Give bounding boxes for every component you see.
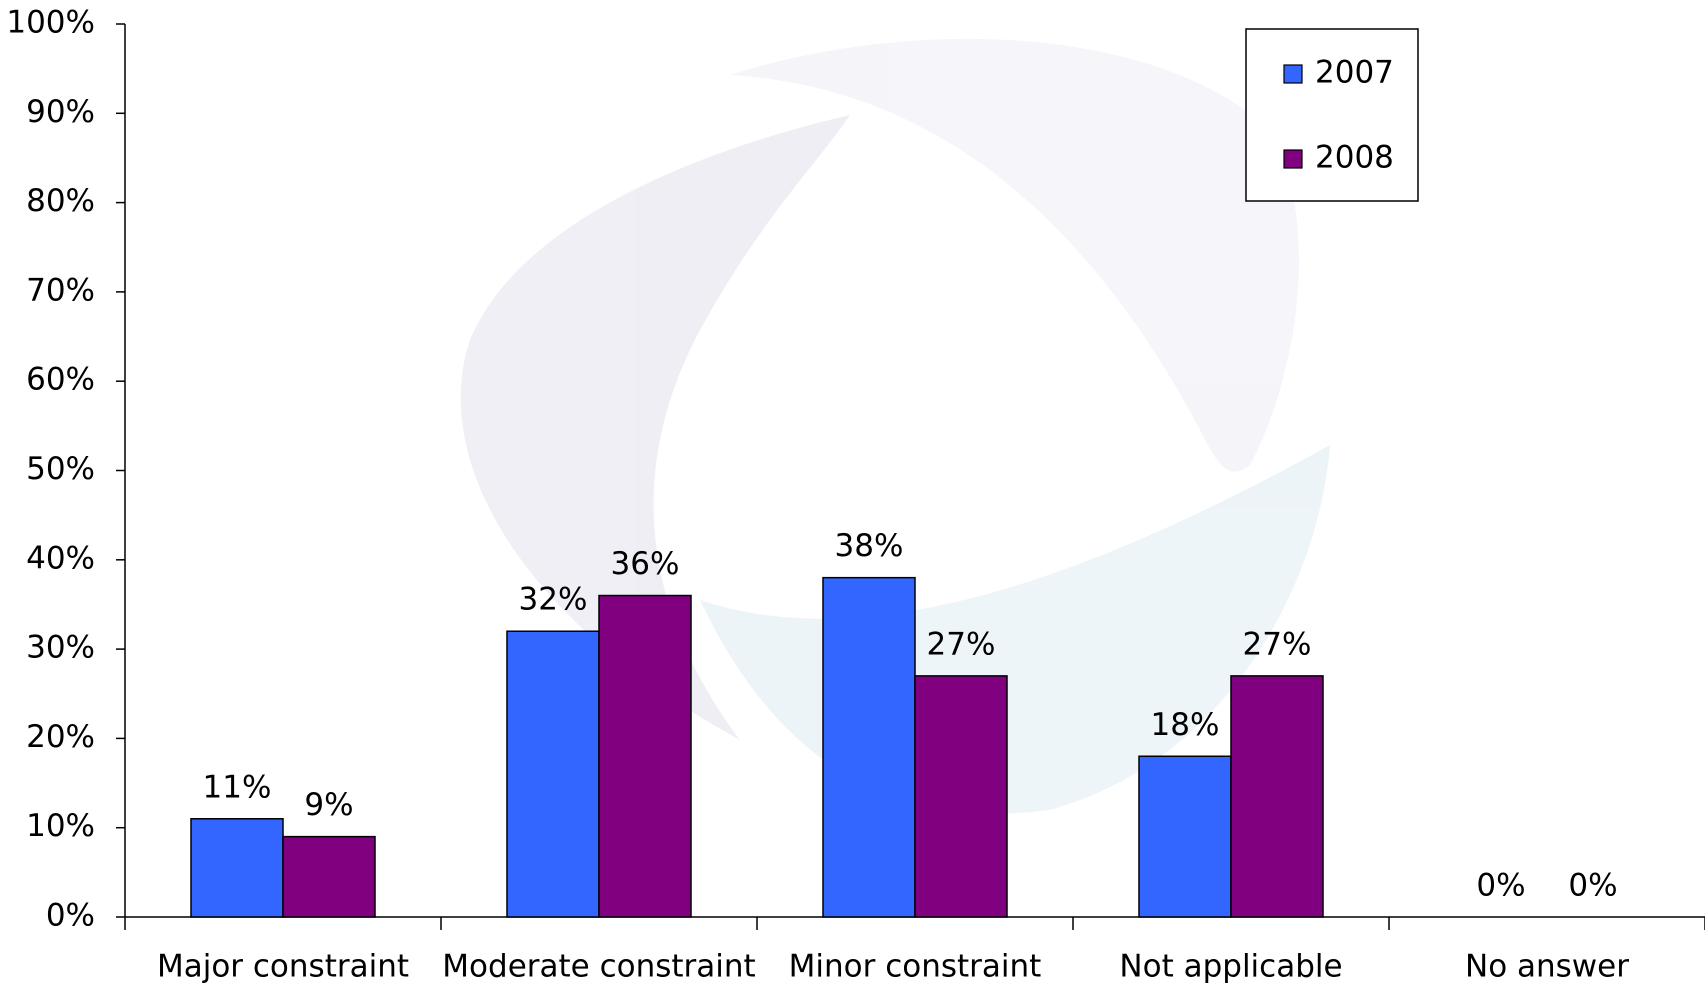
- y-tick-label: 0%: [46, 898, 95, 934]
- bar: [190, 818, 284, 918]
- value-label: 36%: [611, 546, 680, 582]
- bar: [506, 630, 600, 918]
- x-tick-label: Not applicable: [1119, 949, 1342, 985]
- bar: [1138, 755, 1232, 918]
- bar: [822, 576, 916, 918]
- y-tick-label: 10%: [26, 808, 95, 844]
- y-tick-label: 70%: [26, 272, 95, 308]
- value-label: 0%: [1476, 868, 1525, 904]
- y-tick-label: 90%: [26, 94, 95, 130]
- value-label: 11%: [203, 769, 272, 805]
- y-tick-label: 100%: [6, 5, 95, 41]
- legend-swatch: [1283, 149, 1303, 169]
- y-tick-label: 20%: [26, 719, 95, 755]
- value-label: 18%: [1151, 707, 1220, 743]
- x-tick-label: No answer: [1465, 949, 1629, 985]
- x-tick-label: Minor constraint: [789, 949, 1042, 985]
- y-tick-label: 30%: [26, 630, 95, 666]
- value-label: 27%: [927, 626, 996, 662]
- value-label: 38%: [835, 528, 904, 564]
- y-tick-label: 60%: [26, 362, 95, 398]
- x-tick-label: Moderate constraint: [442, 949, 755, 985]
- y-tick-label: 40%: [26, 540, 95, 576]
- bar: [282, 835, 376, 918]
- y-tick-label: 50%: [26, 451, 95, 487]
- legend-label: 2007: [1315, 55, 1394, 91]
- legend-swatch: [1283, 64, 1303, 84]
- y-tick-label: 80%: [26, 183, 95, 219]
- legend-box: [1245, 28, 1419, 202]
- value-label: 32%: [519, 582, 588, 618]
- legend-label: 2008: [1315, 140, 1394, 176]
- value-label: 9%: [304, 787, 353, 823]
- bar: [1230, 675, 1324, 918]
- x-tick-label: Major constraint: [157, 949, 409, 985]
- value-label: 27%: [1243, 626, 1312, 662]
- value-label: 0%: [1568, 868, 1617, 904]
- bar: [914, 675, 1008, 918]
- bar: [598, 594, 692, 918]
